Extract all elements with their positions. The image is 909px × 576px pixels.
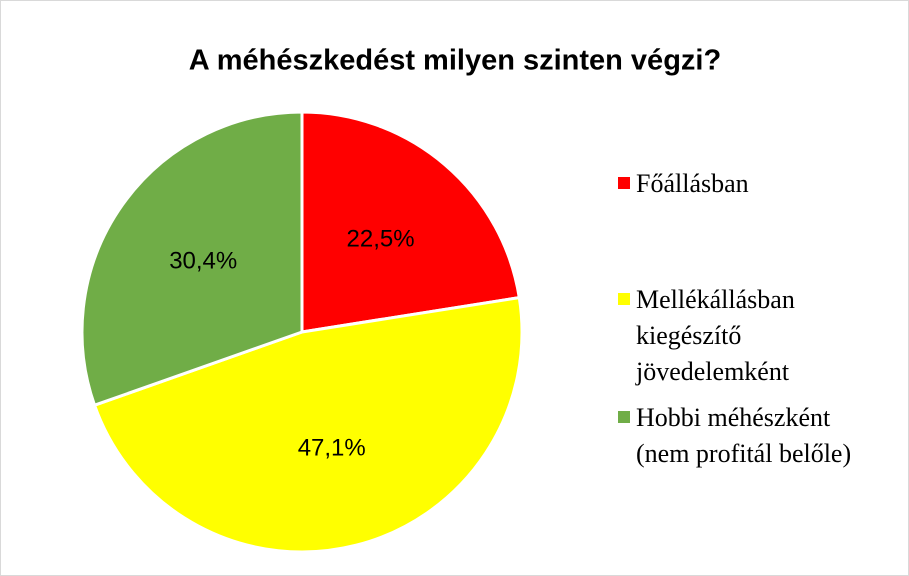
legend-swatch	[618, 293, 630, 305]
legend-entry: Hobbi méhészként (nem profitál belőle)	[618, 400, 878, 472]
legend-label: Hobbi méhészként (nem profitál belőle)	[636, 403, 852, 468]
pie-slice	[92, 295, 524, 554]
data-label: 47,1%	[298, 435, 366, 462]
data-label: 22,5%	[347, 225, 415, 252]
data-label: 30,4%	[169, 247, 237, 274]
pie-slice	[80, 110, 304, 408]
chart-title: A méhészkedést milyen szinten végzi?	[189, 45, 721, 77]
pie-slice	[300, 110, 522, 334]
legend-entry: Főállásban	[618, 166, 878, 202]
legend-label: Mellékállásban kiegészítő jövedelemként	[636, 285, 795, 386]
legend-entry: Mellékállásban kiegészítő jövedelemként	[618, 282, 878, 390]
legend-swatch	[618, 177, 630, 189]
legend-label: Főállásban	[636, 169, 749, 198]
legend-swatch	[618, 411, 630, 423]
